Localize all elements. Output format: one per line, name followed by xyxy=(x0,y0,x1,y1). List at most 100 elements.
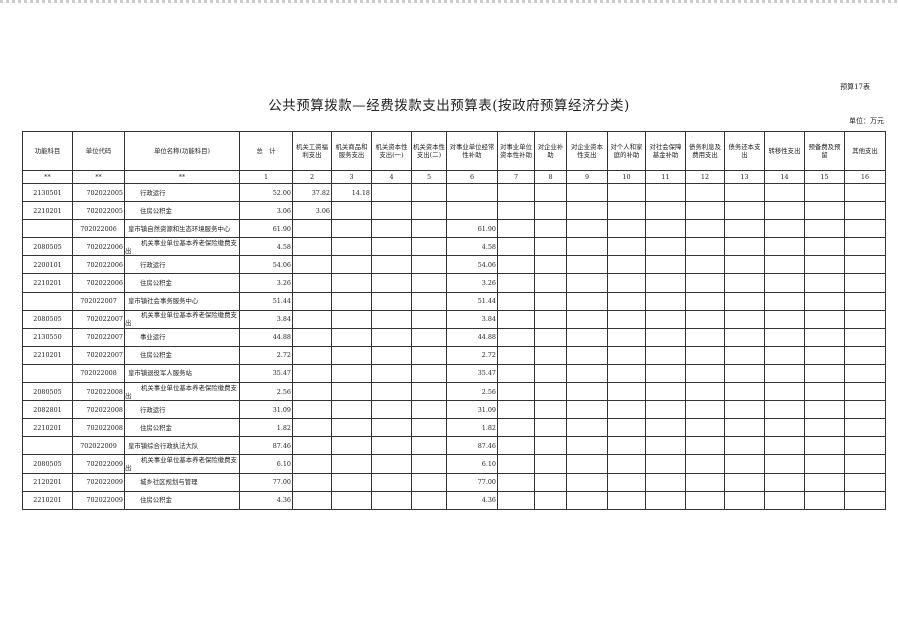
unit-code: 702022005 xyxy=(72,182,125,203)
col-14-value xyxy=(764,201,805,221)
col-3-value xyxy=(331,255,372,275)
function-code: 2120201 xyxy=(22,472,73,492)
col-10-value xyxy=(607,291,646,311)
column-header: 机关资本性支出(一) xyxy=(371,131,412,171)
column-header: 对事业单位资本性补助 xyxy=(497,131,535,171)
col-8-value xyxy=(534,291,567,311)
col-2-value xyxy=(292,400,332,420)
unit-code: 702022005 xyxy=(72,201,125,221)
col-14-value xyxy=(764,182,805,203)
col-7-value xyxy=(497,418,535,438)
total-value: 44.88 xyxy=(239,327,293,347)
col-10-value xyxy=(607,327,646,347)
col-4-value xyxy=(371,400,412,420)
col-2-value xyxy=(292,291,332,311)
col-6-value: 6.10 xyxy=(446,454,498,474)
column-header: 单位名称(功能科目) xyxy=(124,131,240,171)
col-5-value xyxy=(411,201,447,221)
col-11-value xyxy=(645,219,686,239)
table-row: 702022006 皇市镇自然资源和生态环境服务中心 61.90 61.90 xyxy=(22,219,886,239)
col-4-value xyxy=(371,382,412,402)
col-13-value xyxy=(724,309,765,329)
col-16-value xyxy=(844,363,886,384)
col-16-value xyxy=(844,219,886,239)
col-15-value xyxy=(804,273,845,293)
unit-code: 702022006 xyxy=(72,255,125,275)
col-12-value xyxy=(685,219,725,239)
col-4-value xyxy=(371,436,412,456)
col-14-value xyxy=(764,454,805,474)
col-6-value: 31.09 xyxy=(446,400,498,420)
col-8-value xyxy=(534,472,567,492)
unit-code: 702022008 xyxy=(72,363,125,384)
col-11-value xyxy=(645,201,686,221)
col-13-value xyxy=(724,237,765,257)
col-12-value xyxy=(685,436,725,456)
col-10-value xyxy=(607,309,646,329)
col-13-value xyxy=(724,255,765,275)
col-13-value xyxy=(724,345,765,365)
col-6-value: 77.00 xyxy=(446,472,498,492)
function-code: 2210201 xyxy=(22,345,73,365)
total-value: 61.90 xyxy=(239,219,293,239)
total-value: 31.09 xyxy=(239,400,293,420)
col-14-value xyxy=(764,400,805,420)
col-14-value xyxy=(764,345,805,365)
col-12-value xyxy=(685,182,725,203)
col-15-value xyxy=(804,201,845,221)
col-15-value xyxy=(804,345,845,365)
col-5-value xyxy=(411,327,447,347)
unit-code: 702022008 xyxy=(72,382,125,402)
col-9-value xyxy=(566,490,608,510)
table-row: 702022007 皇市镇社会事务服务中心 51.44 51.44 xyxy=(22,291,886,311)
col-6-value: 3.26 xyxy=(446,273,498,293)
col-7-value xyxy=(497,400,535,420)
col-5-value xyxy=(411,309,447,329)
unit-code: 702022007 xyxy=(72,309,125,329)
col-7-value xyxy=(497,182,535,203)
function-code: 2210201 xyxy=(22,201,73,221)
total-value: 3.26 xyxy=(239,273,293,293)
col-12-value xyxy=(685,237,725,257)
col-4-value xyxy=(371,490,412,510)
col-7-value xyxy=(497,201,535,221)
col-3-value xyxy=(331,454,372,474)
col-8-value xyxy=(534,418,567,438)
col-12-value xyxy=(685,201,725,221)
col-6-value xyxy=(446,201,498,221)
table-row: 2200101 702022006 行政运行 54.06 54.06 xyxy=(22,255,886,275)
function-code xyxy=(22,363,73,384)
col-9-value xyxy=(566,418,608,438)
col-13-value xyxy=(724,490,765,510)
table-row: 2080505 702022006 机关事业单位基本养老保险缴费支出 4.58 4.58 xyxy=(22,237,886,257)
table-row: 2080505 702022007 机关事业单位基本养老保险缴费支出 3.84 3.84 xyxy=(22,309,886,329)
col-3-value xyxy=(331,472,372,492)
unit-name: 住房公积金 xyxy=(124,490,240,510)
col-4-value xyxy=(371,273,412,293)
col-11-value xyxy=(645,400,686,420)
col-13-value xyxy=(724,418,765,438)
budget-table: 功能科目 单位代码 单位名称(功能科目) 总 计机关工资福利支出 机关商品和服务支出 机关… xyxy=(22,131,886,510)
col-11-value xyxy=(645,436,686,456)
function-code: 2080505 xyxy=(22,237,73,257)
column-number: 2 xyxy=(292,170,332,184)
col-15-value xyxy=(804,490,845,510)
col-7-value xyxy=(497,255,535,275)
column-number: 5 xyxy=(411,170,447,184)
col-2-value xyxy=(292,382,332,402)
col-6-value: 2.56 xyxy=(446,382,498,402)
col-2-value xyxy=(292,237,332,257)
unit-code: 702022008 xyxy=(72,418,125,438)
function-code: 2130550 xyxy=(22,327,73,347)
col-3-value xyxy=(331,400,372,420)
column-header: 机关资本性支出(二) xyxy=(411,131,447,171)
col-11-value xyxy=(645,418,686,438)
function-code xyxy=(22,219,73,239)
col-12-value xyxy=(685,327,725,347)
col-7-value xyxy=(497,219,535,239)
col-11-value xyxy=(645,273,686,293)
column-header: 转移性支出 xyxy=(764,131,805,171)
col-12-value xyxy=(685,382,725,402)
col-2-value xyxy=(292,273,332,293)
col-6-value: 3.84 xyxy=(446,309,498,329)
